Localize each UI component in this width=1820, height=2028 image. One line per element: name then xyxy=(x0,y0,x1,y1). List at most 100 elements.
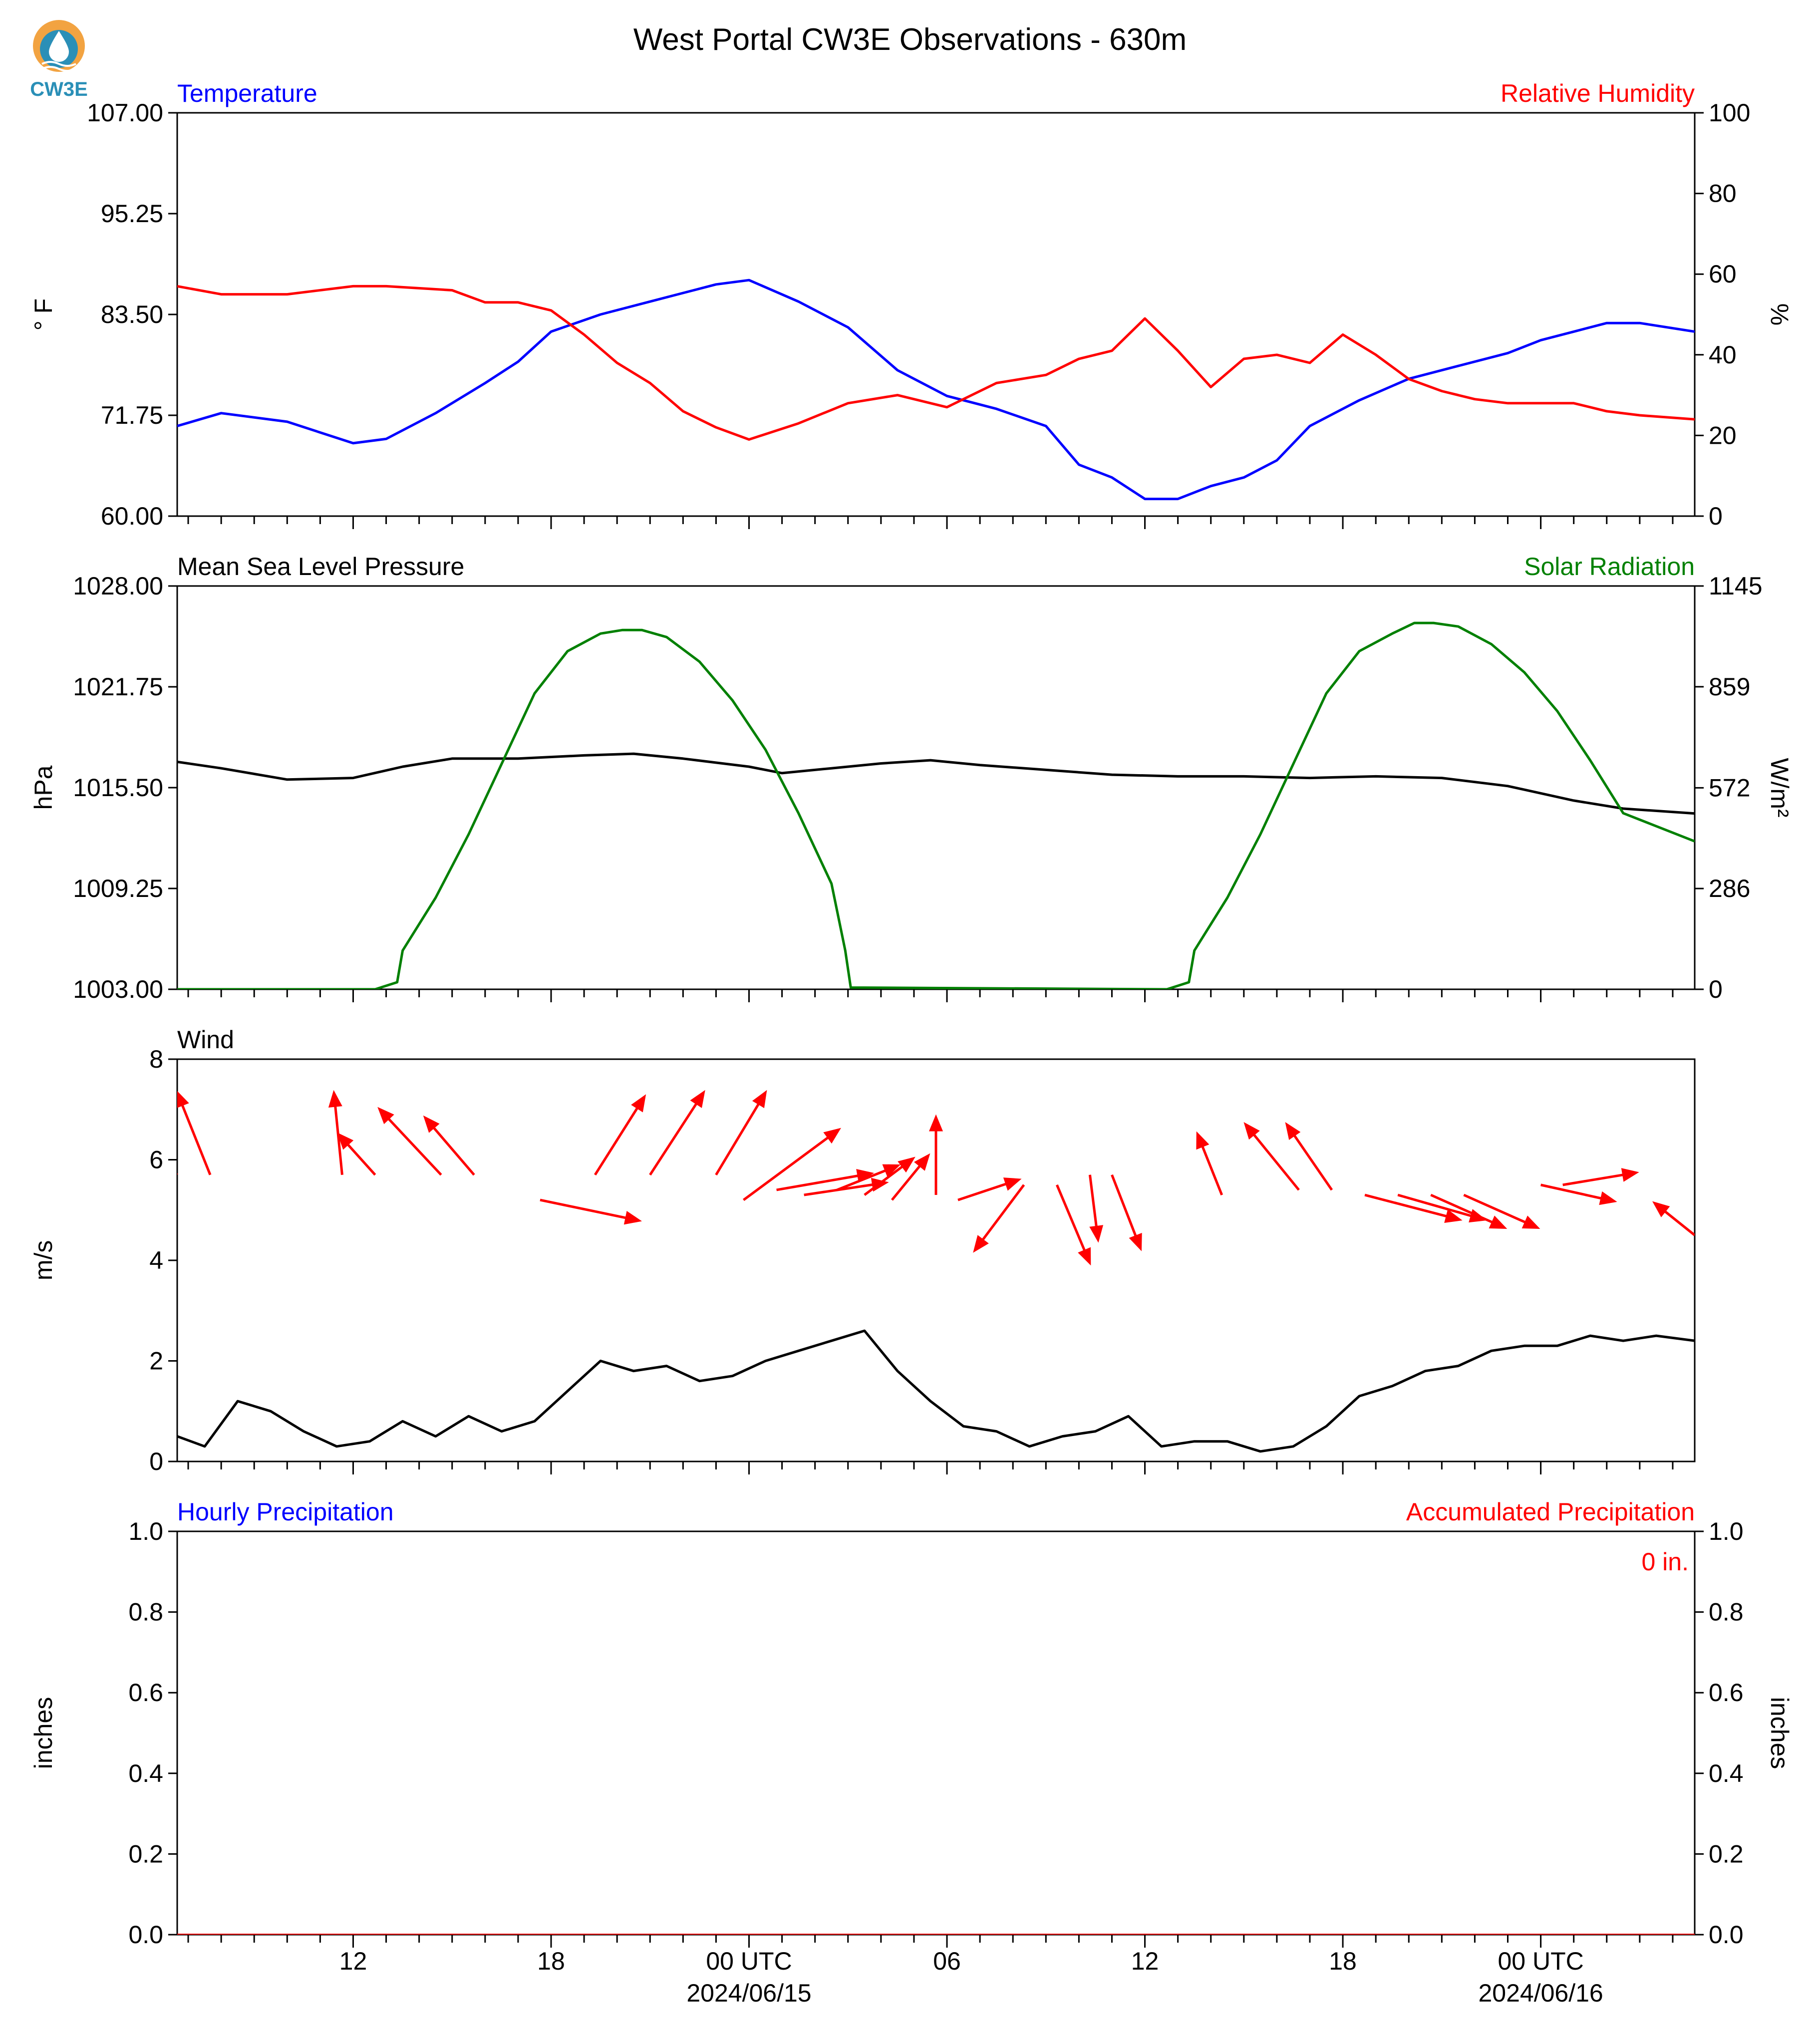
y-tick-label-right: 0 xyxy=(1709,502,1723,530)
y-tick-label-right: 859 xyxy=(1709,673,1750,701)
wind-arrow-head xyxy=(1243,1122,1260,1140)
wind-arrow-shaft xyxy=(1364,1193,1453,1219)
y-tick-label: 60.00 xyxy=(101,502,163,530)
y-tick-label-right: 1.0 xyxy=(1709,1517,1744,1545)
y-tick-label-right: 0.6 xyxy=(1709,1679,1744,1707)
wind-arrow-shaft xyxy=(1463,1193,1532,1226)
plot-area xyxy=(177,1090,1695,1453)
plot-area xyxy=(177,279,1695,501)
wind-arrow xyxy=(540,1198,642,1225)
x-tick-label: 18 xyxy=(1329,1947,1357,1975)
wind-arrow-head xyxy=(1089,1225,1104,1243)
y-tick-label: 0.2 xyxy=(128,1840,163,1868)
wind-arrow xyxy=(1430,1193,1508,1229)
y-axis-label-right: % xyxy=(1766,303,1794,325)
wind-arrow-head xyxy=(1129,1232,1142,1251)
y-tick-label-right: 1145 xyxy=(1709,572,1763,600)
wind-arrow-head xyxy=(1599,1191,1617,1205)
wind-arrow-head xyxy=(377,1107,394,1125)
y-tick-label: 4 xyxy=(149,1246,163,1274)
wind-arrow-shaft xyxy=(836,1167,892,1191)
y-tick-label: 1009.25 xyxy=(73,874,163,902)
y-tick-label: 1028.00 xyxy=(73,572,163,600)
wind-arrow-head xyxy=(1621,1168,1639,1182)
wind-arrow-shaft xyxy=(864,1161,909,1196)
y-axis-label: inches xyxy=(29,1697,57,1769)
wind-arrow-head xyxy=(623,1210,642,1225)
wind-arrow xyxy=(1088,1174,1104,1243)
y-tick-label: 71.75 xyxy=(101,401,163,429)
wind-arrow xyxy=(973,1184,1025,1253)
wind-arrow-shaft xyxy=(1659,1206,1695,1236)
y-axis-label-right: W/m² xyxy=(1766,758,1794,817)
x-tick-label: 06 xyxy=(933,1947,961,1975)
y-tick-label-right: 0.0 xyxy=(1709,1921,1744,1949)
panel-wind: Wind 0 2 4 6 8 m/s xyxy=(29,1026,1696,1475)
wind-arrow-shaft xyxy=(428,1122,475,1176)
wind-arrow-shaft xyxy=(649,1098,701,1176)
wind-arrow-head xyxy=(973,1235,989,1253)
y-tick-label: 1.0 xyxy=(128,1517,163,1545)
panel-pressure-solar: Mean Sea Level Pressure Solar Radiation 10… xyxy=(29,553,1794,1003)
wind-arrow xyxy=(836,1164,901,1191)
wind-arrow-head xyxy=(882,1164,901,1177)
y-tick-label-right: 0.8 xyxy=(1709,1598,1744,1626)
y-tick-label: 83.50 xyxy=(101,300,163,328)
y-tick-label: 6 xyxy=(149,1146,163,1174)
y-tick-label-right: 40 xyxy=(1709,341,1737,369)
wind-arrow-shaft xyxy=(1289,1130,1333,1191)
y-axis-label: m/s xyxy=(29,1240,57,1281)
y-axis-label: hPa xyxy=(29,765,57,810)
wind-arrow xyxy=(715,1090,767,1176)
x-tick-label: 00 UTC xyxy=(706,1947,792,1975)
y-tick-label-right: 0.2 xyxy=(1709,1840,1744,1868)
wind-arrow xyxy=(1285,1122,1333,1191)
wind-arrow xyxy=(1562,1168,1639,1186)
y-tick-label-right: 80 xyxy=(1709,180,1737,208)
wind-arrow-head xyxy=(752,1090,767,1109)
logo-label: CW3E xyxy=(30,78,88,100)
wind-arrow-shaft xyxy=(1562,1172,1630,1186)
x-tick-label: 12 xyxy=(1131,1947,1159,1975)
wind-arrow xyxy=(1243,1122,1300,1191)
y-tick-label: 2 xyxy=(149,1347,163,1375)
y-tick-label-right: 286 xyxy=(1709,874,1750,902)
wind-arrow-shaft xyxy=(1430,1193,1499,1226)
panel-temperature-humidity: Temperature Relative Humidity 60.00 71.75 83… xyxy=(29,79,1794,530)
y-tick-label: 1021.75 xyxy=(73,673,163,701)
panel-title-left: Wind xyxy=(177,1026,234,1054)
wind-arrow xyxy=(957,1177,1022,1201)
wind-arrow-head xyxy=(328,1090,342,1108)
series-line-relative-humidity xyxy=(177,285,1695,441)
wind-arrow xyxy=(337,1132,376,1176)
wind-arrow-shaft xyxy=(1249,1129,1300,1191)
y-tick-label: 95.25 xyxy=(101,200,163,228)
wind-arrow xyxy=(1652,1201,1695,1236)
wind-arrow-shaft xyxy=(179,1099,212,1175)
water-drop-sun-icon xyxy=(33,20,85,72)
series-line-mean-sea-level-pressure xyxy=(177,752,1695,815)
y-tick-label: 1003.00 xyxy=(73,975,163,1003)
figure-title: West Portal CW3E Observations - 630m xyxy=(633,22,1187,57)
accumulated-total-label: 0 in. xyxy=(1641,1548,1689,1576)
y-tick-label-right: 0 xyxy=(1709,975,1723,1003)
y-tick-label: 0.4 xyxy=(128,1759,163,1787)
wind-arrow-shaft xyxy=(594,1102,642,1176)
plot-frame xyxy=(176,585,1696,990)
wind-arrow-head xyxy=(1489,1215,1508,1229)
wind-arrow-shaft xyxy=(342,1139,376,1176)
y-axis-label-right: inches xyxy=(1766,1697,1794,1769)
wind-arrow-head xyxy=(1285,1122,1301,1140)
panel-title-right: Accumulated Precipitation xyxy=(1406,1498,1695,1526)
wind-arrow-head xyxy=(914,1153,930,1171)
wind-arrow xyxy=(1364,1193,1463,1223)
x-date-label: 2024/06/16 xyxy=(1478,1979,1603,2007)
x-axis: 12 18 00 UTC 2024/06/15 06 12 18 00 UTC 2024/06/… xyxy=(339,1947,1603,2007)
wind-arrow-shaft xyxy=(383,1113,442,1176)
panel-title-right: Solar Radiation xyxy=(1524,553,1695,580)
x-tick-label: 00 UTC xyxy=(1498,1947,1583,1975)
wind-arrow-shaft xyxy=(333,1100,343,1175)
wind-arrow xyxy=(1111,1174,1142,1251)
wind-arrow xyxy=(1056,1184,1091,1266)
